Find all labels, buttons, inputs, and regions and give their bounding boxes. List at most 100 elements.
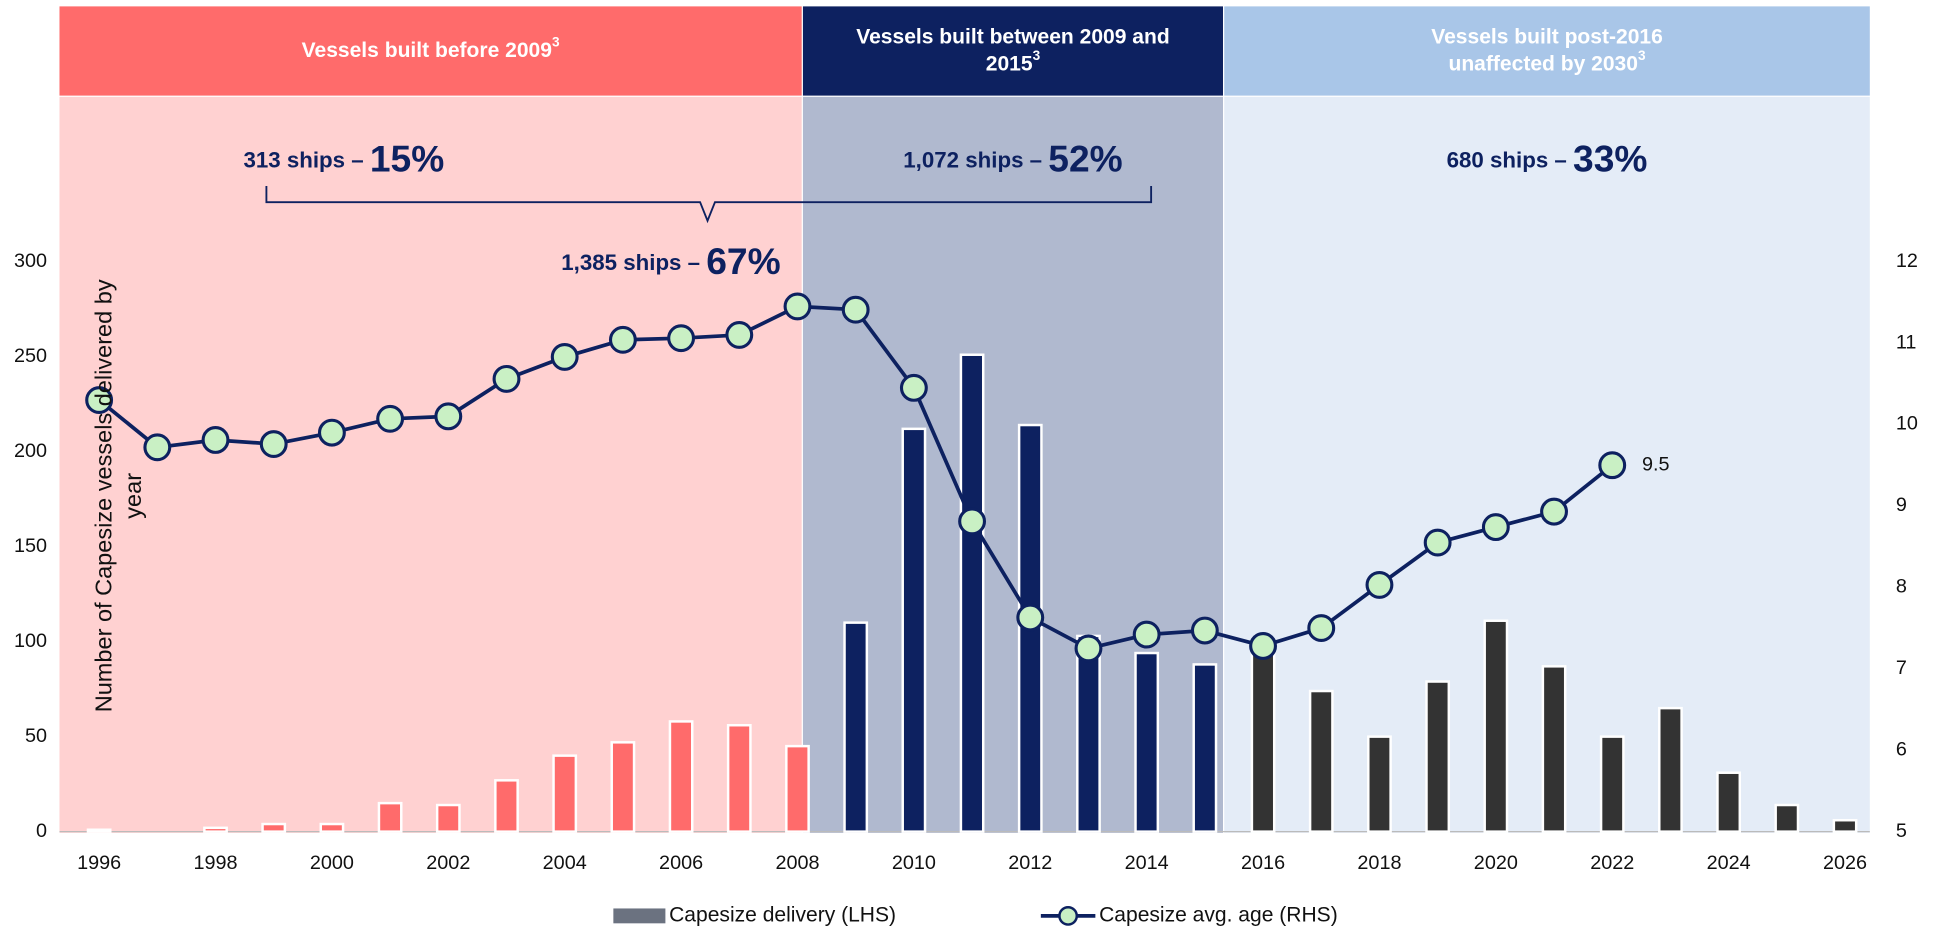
bar (959, 353, 985, 833)
region-header-line: Vessels built before 2009 (302, 39, 552, 62)
region-annotation: 1,072 ships –52% (903, 137, 1122, 179)
y2-tick-label: 11 (1896, 331, 1917, 353)
region-annotation: 680 ships –33% (1447, 137, 1648, 179)
line-marker (259, 430, 288, 458)
region-header-text: 20153 (986, 48, 1041, 76)
data-label: 9.5 (1642, 453, 1670, 475)
line-marker (492, 364, 521, 393)
bar (1308, 689, 1334, 833)
x-tick-label: 2010 (892, 852, 936, 874)
bar (86, 828, 112, 833)
y2-tick-label: 10 (1896, 413, 1918, 435)
line-marker (434, 402, 463, 431)
region-header (1224, 6, 1870, 96)
legend-swatch (613, 908, 666, 924)
y2-tick-label: 5 (1896, 820, 1907, 842)
line-marker (783, 292, 812, 321)
line-marker (667, 324, 696, 353)
bar (552, 754, 578, 833)
line-marker (608, 325, 637, 354)
ship-count: 1,385 ships – (561, 250, 700, 275)
ship-share: 52% (1048, 137, 1122, 179)
line-marker (550, 342, 579, 371)
line-marker (958, 507, 987, 536)
line-marker (201, 426, 230, 454)
bar (203, 826, 228, 833)
line-marker (376, 404, 405, 433)
bar (1599, 735, 1625, 833)
line-marker (1190, 616, 1219, 645)
bar (610, 741, 636, 833)
bar (494, 779, 519, 833)
y-tick-label: 150 (14, 535, 47, 557)
ship-count: 680 ships – (1447, 147, 1567, 172)
footnote-mark: 3 (552, 34, 560, 49)
x-tick-label: 2016 (1241, 852, 1285, 874)
line-marker (85, 386, 114, 415)
line-marker (1074, 634, 1103, 663)
ship-count: 313 ships – (243, 147, 363, 172)
y-axis-label-line: Number of Capesize vessels delivered by (91, 279, 117, 712)
y2-tick-label: 7 (1896, 657, 1907, 679)
x-tick-label: 2002 (426, 852, 470, 874)
bar (1192, 663, 1218, 833)
x-tick-label: 2024 (1707, 852, 1751, 874)
ship-share: 33% (1573, 137, 1647, 179)
line-marker (1307, 614, 1336, 643)
bar (1425, 680, 1451, 833)
region-header-line: 2015 (986, 52, 1033, 75)
bar (668, 720, 694, 833)
x-tick-label: 2026 (1823, 852, 1867, 874)
bar (319, 822, 345, 833)
line-marker (899, 373, 928, 402)
bar (901, 427, 927, 833)
bar (377, 801, 403, 833)
line-marker (1249, 632, 1277, 660)
bar (435, 803, 461, 833)
line-marker (1365, 570, 1394, 599)
legend-label: Capesize delivery (LHS) (669, 903, 896, 926)
x-tick-label: 2004 (543, 852, 587, 874)
y2-tick-label: 9 (1896, 494, 1907, 516)
y2-tick-label: 8 (1896, 576, 1907, 598)
region-annotation: 313 ships – 15% (243, 137, 444, 179)
line-marker (725, 320, 754, 349)
ship-share: 67% (706, 240, 780, 282)
line-marker (143, 433, 172, 462)
line-marker (317, 418, 346, 447)
legend-label: Capesize avg. age (RHS) (1099, 903, 1338, 926)
bar (1774, 803, 1800, 833)
region-header-text: Vessels built before 20093 (302, 34, 560, 62)
x-tick-label: 2022 (1590, 852, 1634, 874)
y-tick-label: 0 (36, 820, 47, 842)
y-tick-label: 200 (14, 440, 47, 462)
region-header-line: unaffected by 2030 (1448, 52, 1638, 75)
x-tick-label: 1996 (77, 852, 121, 874)
region-header-text: Vessels built post-2016 (1431, 25, 1663, 48)
x-tick-label: 2000 (310, 852, 354, 874)
bracket (265, 186, 1153, 224)
region-header-line: Vessels built between 2009 and (856, 25, 1170, 48)
y-axis-label: Number of Capesize vessels delivered by y… (91, 279, 147, 712)
y2-tick-label: 12 (1896, 250, 1918, 272)
ship-count: 1,072 ships – (903, 147, 1042, 172)
line-marker (1481, 513, 1510, 542)
y-axis-label-line: year (120, 473, 146, 519)
bar (1076, 634, 1101, 833)
footnote-mark: 3 (1638, 48, 1646, 63)
legend-swatch (1058, 905, 1079, 926)
x-tick-label: 2008 (775, 852, 819, 874)
y-tick-label: 50 (25, 725, 47, 747)
y-tick-label: 300 (14, 250, 47, 272)
line-marker (1540, 497, 1568, 526)
bar (843, 621, 869, 833)
line-marker (1132, 620, 1161, 649)
region-header-text: Vessels built between 2009 and (856, 25, 1170, 48)
x-tick-label: 2018 (1357, 852, 1401, 874)
bar (1250, 646, 1276, 833)
x-tick-label: 2020 (1474, 852, 1518, 874)
bar (1658, 706, 1683, 833)
bar (726, 723, 752, 833)
footnote-mark: 3 (1033, 48, 1041, 63)
bar (1367, 735, 1392, 833)
